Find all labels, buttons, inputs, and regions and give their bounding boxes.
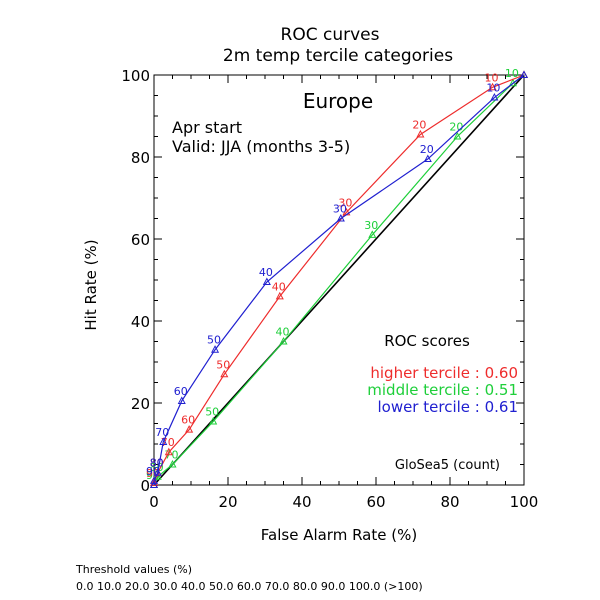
x-tick-label: 80 (440, 493, 459, 511)
threshold-point-label: 70 (155, 426, 169, 439)
roc-scores-title: ROC scores (384, 332, 470, 350)
threshold-point-label: 10 (486, 82, 500, 95)
threshold-point-label: 20 (449, 121, 463, 134)
y-tick-label: 60 (131, 231, 150, 249)
axis-ticks (153, 74, 525, 486)
data-point-marker (149, 478, 159, 486)
model-credit: GloSea5 (count) (395, 458, 500, 473)
threshold-point-label: 60 (174, 385, 188, 398)
data-point-marker (168, 459, 177, 468)
axis-tick-labels: 0 20 40 60 80 100 0 20 40 60 80 100 (121, 67, 538, 511)
x-tick-label: 100 (510, 493, 539, 511)
no-skill-diagonal (153, 74, 525, 486)
threshold-point-label: 40 (272, 280, 286, 293)
series-line-middle-tercile (153, 74, 525, 486)
region-label: Europe (303, 89, 373, 113)
valid-period-label: Valid: JJA (months 3-5) (172, 137, 350, 156)
data-point-marker (220, 369, 229, 378)
x-tick-label: 40 (292, 493, 311, 511)
data-point-marker (519, 70, 529, 78)
data-point-marker (185, 425, 194, 433)
data-point-marker (149, 476, 159, 484)
score-middle-tercile: middle tercile : 0.51 (367, 381, 518, 399)
data-point-marker (177, 396, 186, 404)
data-point-marker (149, 480, 159, 488)
y-axis-label: Hit Rate (%) (82, 239, 100, 330)
data-point-marker (279, 336, 288, 345)
threshold-point-label: 40 (259, 266, 273, 279)
data-point-marker (423, 154, 432, 163)
threshold-point-label: 50 (216, 358, 230, 371)
data-point-marker (453, 131, 462, 140)
x-axis-label: False Alarm Rate (%) (261, 526, 417, 544)
data-point-marker (490, 92, 499, 101)
data-point-marker (159, 437, 168, 445)
data-point-marker (209, 416, 218, 425)
y-tick-label: 40 (131, 313, 150, 331)
threshold-point-label: 80 (150, 457, 164, 470)
data-point-marker (211, 345, 220, 353)
chart-title-line-1: ROC curves (281, 25, 380, 45)
threshold-point-label: 10 (485, 71, 499, 84)
threshold-title: Threshold values (%) (75, 563, 192, 576)
data-point-marker (262, 277, 271, 286)
x-tick-label: 0 (149, 493, 159, 511)
chart-title-line-2: 2m temp tercile categories (223, 46, 453, 66)
data-point-marker (275, 291, 284, 300)
threshold-point-label: 20 (420, 143, 434, 156)
data-point-marker (336, 213, 345, 222)
start-month-label: Apr start (172, 118, 242, 137)
threshold-point-label: 30 (333, 203, 347, 216)
threshold-values: 0.0 10.0 20.0 30.0 40.0 50.0 60.0 70.0 8… (76, 580, 423, 593)
threshold-point-label: 10 (505, 67, 519, 80)
y-tick-label: 100 (121, 67, 150, 85)
y-tick-label: 0 (140, 477, 150, 495)
threshold-point-label: 20 (412, 118, 426, 131)
threshold-point-label: 60 (181, 414, 195, 427)
y-tick-label: 80 (131, 149, 150, 167)
data-point-marker (488, 82, 497, 91)
threshold-point-label: 50 (207, 334, 221, 347)
y-tick-label: 20 (131, 395, 150, 413)
threshold-point-label: 30 (364, 219, 378, 232)
x-tick-label: 20 (218, 493, 237, 511)
data-point-marker (416, 129, 425, 138)
data-point-marker (368, 230, 377, 238)
threshold-point-label: 40 (276, 326, 290, 339)
x-tick-label: 60 (366, 493, 385, 511)
data-point-marker (164, 447, 173, 456)
score-higher-tercile: higher tercile : 0.60 (370, 364, 518, 382)
threshold-point-label: 30 (338, 196, 352, 209)
data-point-marker (153, 468, 162, 476)
threshold-point-label: 90 (146, 465, 160, 478)
score-lower-tercile: lower tercile : 0.61 (377, 398, 518, 416)
threshold-point-label: 50 (205, 405, 219, 418)
threshold-point-label: 80 (150, 461, 164, 474)
